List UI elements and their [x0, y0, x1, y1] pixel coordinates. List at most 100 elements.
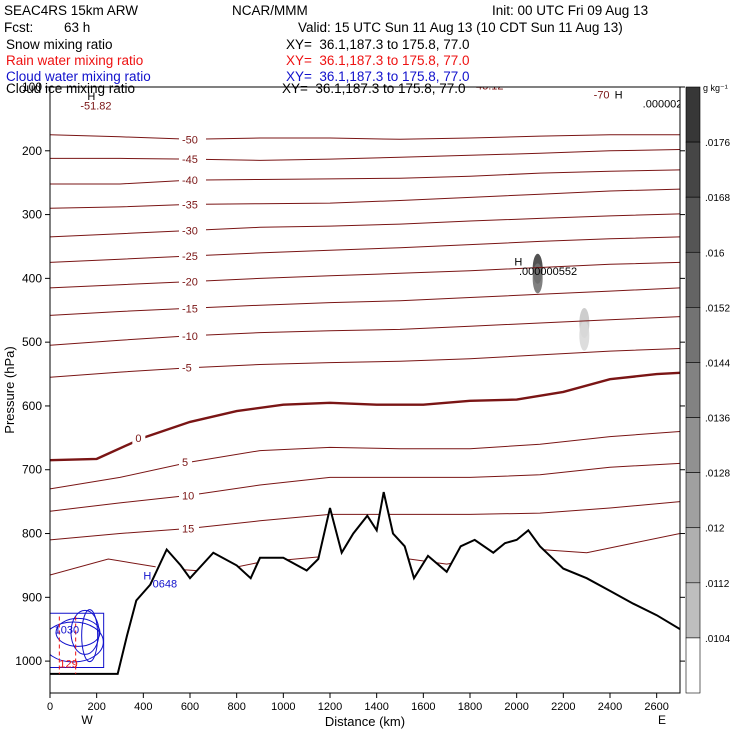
y-tick-label-7: 800 [22, 527, 42, 541]
rain-contour [58, 616, 77, 674]
cloud-water-box [50, 612, 105, 668]
low-level-clouds [50, 609, 105, 674]
colorbar-cell-5 [685, 362, 701, 418]
field-xy-cloud-water: XY= 36.1,187.3 to 175.8, 77.0 [286, 69, 470, 84]
cloud-water-contour-2 [81, 609, 99, 663]
isotherm-line-11 [50, 431, 680, 490]
isotherm-line-1 [50, 149, 680, 161]
isotherm-label-bg-13 [179, 522, 199, 536]
annotation-2: -43.12 [472, 81, 503, 93]
colorbar-label-6: .0128 [705, 469, 730, 480]
y-tick-label-9: 1000 [15, 654, 42, 668]
colorbar-label-5: .0136 [705, 414, 730, 425]
annotation-4: H [615, 89, 623, 101]
x-tick-label-0: 0 [47, 701, 53, 713]
x-tick-label-4: 800 [227, 701, 245, 713]
isotherm-label-bg-2 [179, 174, 206, 188]
isotherm-label-bg-9 [179, 361, 199, 375]
field-label-rain: Rain water mixing ratio [6, 53, 144, 68]
annotation-5: .000002404 [643, 98, 701, 110]
isotherm-label-4: -30 [182, 226, 198, 238]
isotherm-label-10: 0 [135, 433, 141, 445]
isotherm-label-bg-1 [179, 153, 206, 167]
y-tick-label-8: 900 [22, 590, 42, 604]
annotation-9: 0648 [153, 579, 177, 591]
isotherm-label-9: -5 [182, 363, 192, 375]
fcst-value: 63 h [64, 20, 91, 35]
isotherm-label-2: -40 [182, 175, 198, 187]
isotherm-line-6 [50, 261, 680, 289]
colorbar-cell-3 [685, 251, 701, 308]
x-tick-label-5: 1000 [271, 701, 295, 713]
annotation-8: H [143, 570, 151, 582]
org-label: NCAR/MMM [232, 3, 308, 18]
x-tick-label-10: 2000 [504, 701, 528, 713]
colorbar-label-3: .0152 [705, 303, 730, 314]
annotation-1: -51.82 [80, 100, 111, 112]
isotherm-label-8: -10 [182, 331, 198, 343]
isotherm-label-bg-0 [179, 133, 206, 147]
isotherm-line-5 [50, 236, 680, 263]
x-tick-label-3: 600 [181, 701, 199, 713]
colorbar-cell-7 [685, 472, 701, 529]
annotation-7: .000000552 [519, 266, 577, 278]
field-xy-cloud-ice: XY= 36.1,187.3 to 175.8, 77.0 [282, 81, 466, 96]
isotherm-label-bg-3 [179, 198, 206, 212]
x-tick-label-6: 1200 [318, 701, 342, 713]
fcst-label: Fcst: [4, 20, 34, 35]
x-axis-label: Distance (km) [325, 714, 405, 729]
valid-time: Valid: 15 UTC Sun 11 Aug 13 (10 CDT Sun … [298, 20, 623, 35]
cloud-ice-shade-1 [532, 263, 543, 294]
colorbar-label-8: .0112 [705, 579, 730, 590]
x-tick-label-2: 400 [134, 701, 152, 713]
isotherm-label-6: -20 [182, 277, 198, 289]
init-time: Init: 00 UTC Fri 09 Aug 13 [492, 3, 649, 18]
y-tick-label-5: 600 [22, 399, 42, 413]
isotherm-line-3 [50, 188, 680, 209]
x-endpoint-west: W [81, 713, 93, 727]
colorbar-cell-10 [685, 637, 701, 694]
y-tick-label-2: 300 [22, 208, 42, 222]
colorbar-cell-4 [685, 307, 701, 363]
isotherm-label-5: -25 [182, 251, 198, 263]
field-label-cloud-ice: Cloud ice mixing ratio [6, 81, 136, 96]
colorbar-label-0: .0176 [705, 138, 730, 149]
y-tick-label-6: 700 [22, 463, 42, 477]
x-endpoint-east: E [658, 713, 666, 727]
annotation-6: H [514, 257, 522, 269]
isotherm-label-1: -45 [182, 154, 198, 166]
x-tick-label-7: 1400 [364, 701, 388, 713]
field-label-cloud-water: Cloud water mixing ratio [6, 69, 151, 84]
x-tick-label-9: 1800 [458, 701, 482, 713]
isotherm-label-3: -35 [182, 199, 198, 211]
isotherm-line-12 [50, 462, 680, 512]
isotherm-line-0 [50, 134, 680, 140]
y-tick-label-1: 200 [22, 144, 42, 158]
x-tick-label-8: 1600 [411, 701, 435, 713]
isotherm-label-13: 15 [182, 523, 194, 535]
colorbar-cell-0 [685, 86, 701, 143]
colorbar-label-7: .012 [705, 524, 725, 535]
isotherm-label-bg-5 [179, 250, 206, 264]
colorbar-label-9: .0104 [705, 634, 730, 645]
field-xy-snow: XY= 36.1,187.3 to 175.8, 77.0 [286, 37, 470, 52]
colorbar-label-2: .016 [705, 248, 725, 259]
isotherm-label-bg-8 [179, 329, 206, 343]
y-tick-label-0: 100 [22, 80, 42, 94]
annotation-3: -70 [594, 89, 610, 101]
colorbar-cell-9 [685, 582, 701, 639]
x-tick-label-13: 2600 [644, 701, 668, 713]
colorbar-label-4: .0144 [705, 358, 730, 369]
isotherm-label-11: 5 [182, 457, 188, 469]
isotherm-label-bg-12 [179, 489, 199, 503]
isotherm-label-bg-7 [179, 302, 206, 316]
annotation-11: 129 [59, 658, 77, 670]
y-tick-label-4: 500 [22, 335, 42, 349]
plot-area: -50-45-40-35-30-25-20-15-10-505101520H-5… [50, 81, 701, 693]
isotherm-label-7: -15 [182, 303, 198, 315]
colorbar-cell-2 [685, 196, 701, 253]
isotherm-line-8 [50, 316, 680, 346]
model-title: SEAC4RS 15km ARW [4, 3, 139, 18]
x-tick-label-11: 2200 [551, 701, 575, 713]
colorbar-cell-6 [685, 417, 701, 473]
